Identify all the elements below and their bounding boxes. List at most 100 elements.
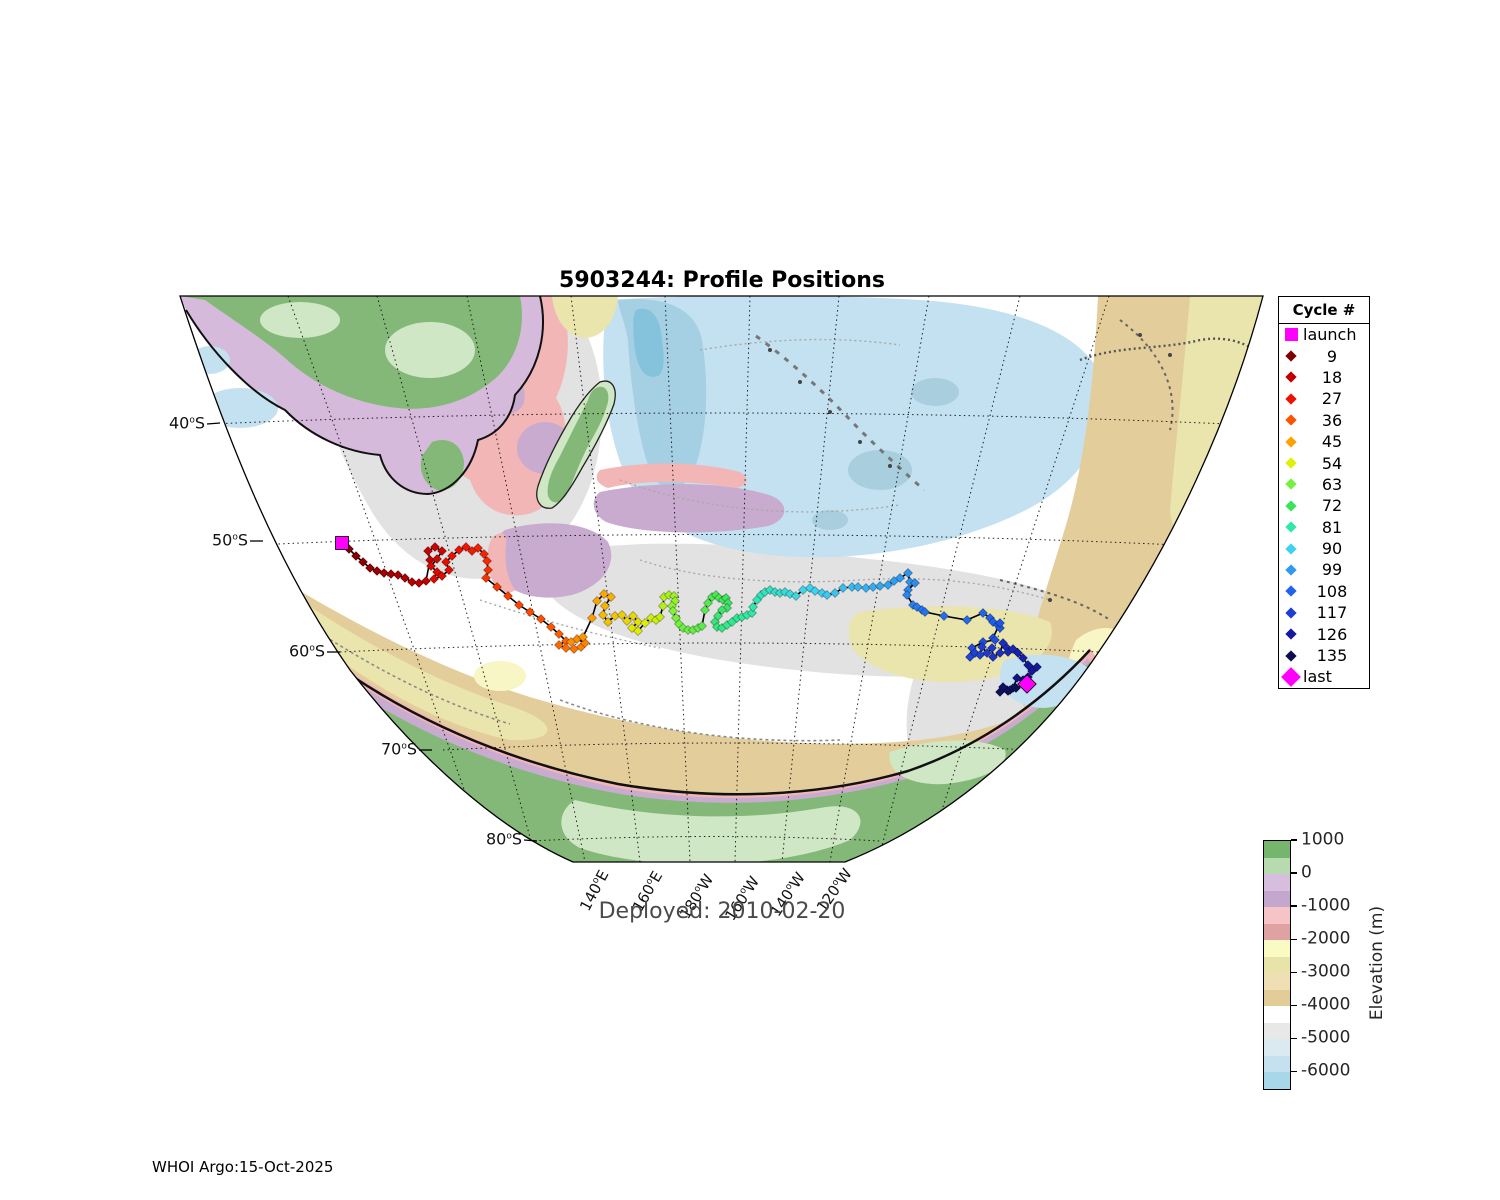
profile-marker <box>492 582 502 592</box>
legend-row: 81 <box>1279 517 1369 538</box>
kermadec-trench <box>633 308 664 377</box>
cycle-marker-icon <box>1285 350 1297 362</box>
profile-marker <box>554 640 564 650</box>
new-zealand-land <box>547 386 609 503</box>
lat-tick-label: 60oS <box>288 641 325 661</box>
legend-row: 126 <box>1279 623 1369 644</box>
credit-text: WHOI Argo:15-Oct-2025 <box>152 1158 334 1176</box>
profile-marker <box>853 582 863 592</box>
profile-marker <box>578 632 588 642</box>
deep-spot <box>848 450 912 490</box>
profile-marker <box>473 543 483 553</box>
colorbar-tick-mark <box>1291 1037 1297 1040</box>
profile-marker <box>569 644 579 654</box>
meridians <box>287 296 1110 862</box>
colorbar-axis-label: Elevation (m) <box>1367 905 1387 1021</box>
profile-marker <box>1018 653 1028 663</box>
profile-marker <box>962 615 972 625</box>
profile-marker <box>838 583 848 593</box>
profile-marker <box>430 542 440 552</box>
profile-marker <box>546 622 556 632</box>
colorbar-tick-mark <box>1291 1070 1297 1073</box>
figure-title: 5903244: Profile Positions <box>559 268 885 293</box>
lat-tick-label: 50oS <box>211 530 248 550</box>
legend-row: 135 <box>1279 645 1369 666</box>
legend-label: 126 <box>1316 624 1348 644</box>
profile-marker <box>617 610 627 620</box>
profile-marker <box>592 596 602 606</box>
profile-marker <box>633 626 643 636</box>
campbell-plateau <box>492 523 612 598</box>
profile-marker <box>703 598 713 608</box>
launch-marker-icon <box>1284 328 1298 342</box>
profile-marker <box>503 591 513 601</box>
east-rise-khaki <box>1170 296 1263 536</box>
profile-marker <box>423 546 433 556</box>
colorbar-segment <box>1264 1022 1290 1040</box>
legend-header: Cycle # <box>1279 297 1369 324</box>
profile-marker <box>628 611 638 621</box>
colorbar-segment <box>1264 874 1290 891</box>
colorbar-tick-label: -4000 <box>1301 994 1351 1015</box>
legend-label: 27 <box>1321 389 1343 409</box>
profile-marker <box>1012 673 1022 683</box>
colorbar-tick-mark <box>1291 872 1297 874</box>
legend-label: 45 <box>1321 432 1343 452</box>
profile-marker <box>598 610 608 620</box>
profile-marker <box>426 561 436 571</box>
profile-marker <box>847 582 857 592</box>
colorbar-segment <box>1264 1006 1290 1023</box>
profile-marker <box>982 648 992 658</box>
profile-marker <box>379 568 389 578</box>
colorbar-segment <box>1264 956 1290 974</box>
ridge-yellow-patch <box>474 661 526 691</box>
legend-row: 99 <box>1279 559 1369 580</box>
profile-marker <box>939 611 949 621</box>
profile-marker <box>622 616 632 626</box>
cycle-marker-icon <box>1285 457 1297 469</box>
profile-marker <box>798 585 808 595</box>
legend-label: last <box>1303 667 1332 687</box>
profile-marker <box>903 568 913 578</box>
legend-row: 27 <box>1279 388 1369 409</box>
cycle-marker-icon <box>1285 371 1297 384</box>
profile-marker <box>421 576 431 586</box>
profile-marker <box>372 566 382 576</box>
profile-marker <box>830 588 840 598</box>
profile-marker <box>441 557 451 567</box>
cycle-marker-icon <box>1285 500 1297 512</box>
norfolk-khaki <box>552 296 618 338</box>
profile-marker <box>975 650 985 660</box>
colorbar-tick-label: -6000 <box>1301 1061 1351 1082</box>
profile-marker <box>978 608 988 618</box>
australia-interior <box>260 302 340 338</box>
profile-marker <box>437 546 447 556</box>
profile-marker <box>599 589 609 599</box>
profile-marker <box>600 601 610 611</box>
colorbar-tick-label: -1000 <box>1301 895 1351 916</box>
profile-marker <box>444 565 454 575</box>
profile-marker <box>525 607 535 617</box>
profile-marker <box>995 687 1005 697</box>
profile-marker <box>400 573 410 583</box>
profile-marker <box>437 571 447 581</box>
colorbar-segment <box>1264 1039 1290 1056</box>
profile-marker <box>482 556 492 566</box>
profile-marker <box>920 607 930 617</box>
legend-label: 108 <box>1316 581 1348 601</box>
map-outline <box>179 295 1264 863</box>
profile-marker <box>640 618 650 628</box>
colorbar-tick-label: -2000 <box>1301 928 1351 949</box>
ross-ice-shelf <box>561 800 861 862</box>
cycle-marker-icon <box>1285 414 1297 426</box>
profile-marker <box>883 580 893 590</box>
legend-label: 36 <box>1321 410 1343 430</box>
colorbar-segment <box>1264 890 1290 908</box>
colorbar-tick-label: -3000 <box>1301 961 1351 982</box>
profile-marker <box>875 581 885 591</box>
profile-marker <box>414 578 424 588</box>
legend-row: last <box>1279 666 1369 687</box>
legend-label: launch <box>1303 325 1357 345</box>
nz-outline <box>536 380 616 509</box>
